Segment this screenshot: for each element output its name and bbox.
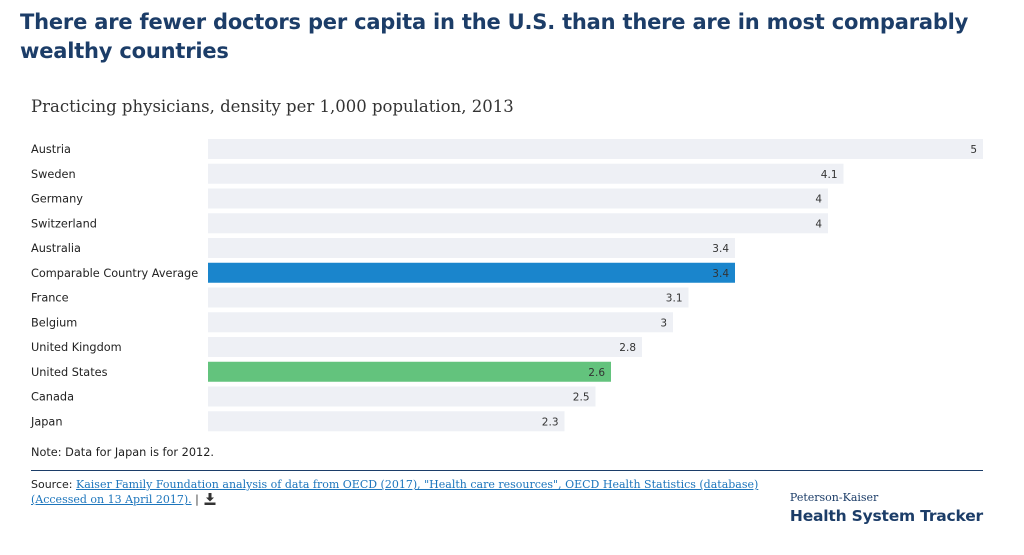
value-label-germany: 4 xyxy=(815,194,822,206)
logo-bottom-text: Health System Tracker xyxy=(789,507,983,525)
source-citation: Source: Kaiser Family Foundation analysi… xyxy=(31,477,771,509)
category-label-australia: Australia xyxy=(31,242,81,255)
value-label-sweden: 4.1 xyxy=(821,169,838,181)
category-label-germany: Germany xyxy=(31,193,83,206)
bar-belgium[interactable] xyxy=(208,312,673,333)
bar-sweden[interactable] xyxy=(208,163,844,184)
bar-japan[interactable] xyxy=(208,411,565,432)
category-label-switzerland: Switzerland xyxy=(31,217,97,230)
bar-australia[interactable] xyxy=(208,238,735,258)
bar-chart: Austria 5 Sweden 4.1 Germany 4 Switzerland 4 Aus… xyxy=(30,139,983,432)
category-label-japan: Japan xyxy=(30,415,63,428)
category-label-united-kingdom: United Kingdom xyxy=(31,341,122,354)
category-label-belgium: Belgium xyxy=(31,316,77,329)
value-label-comparable-country-average: 3.4 xyxy=(712,268,729,280)
brand-logo: Peterson-Kaiser Health System Tracker xyxy=(790,491,983,525)
source-separator: | xyxy=(195,493,199,506)
bar-canada[interactable] xyxy=(208,386,596,407)
value-label-austria: 5 xyxy=(970,144,977,156)
footer-divider xyxy=(31,470,983,471)
source-label: Source: xyxy=(31,478,73,491)
bar-france[interactable] xyxy=(208,287,689,308)
bar-switzerland[interactable] xyxy=(208,213,828,234)
category-label-comparable-country-average: Comparable Country Average xyxy=(31,267,198,280)
value-label-united-kingdom: 2.8 xyxy=(619,342,636,354)
logo-top-text: Peterson-Kaiser xyxy=(789,491,879,504)
category-label-canada: Canada xyxy=(31,391,74,404)
source-link[interactable]: Kaiser Family Foundation analysis of dat… xyxy=(31,478,759,506)
category-label-sweden: Sweden xyxy=(31,168,76,181)
bar-austria[interactable] xyxy=(208,139,983,159)
value-label-switzerland: 4 xyxy=(815,218,822,230)
category-label-austria: Austria xyxy=(31,143,71,156)
chart-note: Note: Data for Japan is for 2012. xyxy=(31,446,215,459)
bar-germany[interactable] xyxy=(208,188,828,209)
value-label-japan: 2.3 xyxy=(542,416,559,428)
category-label-united-states: United States xyxy=(31,366,108,379)
value-label-canada: 2.5 xyxy=(573,392,590,404)
bar-united-kingdom[interactable] xyxy=(208,337,642,357)
bar-comparable-country-average[interactable] xyxy=(208,262,735,283)
value-label-belgium: 3 xyxy=(660,317,667,329)
bar-united-states[interactable] xyxy=(208,361,611,382)
value-label-australia: 3.4 xyxy=(712,243,729,255)
chart-title: Practicing physicians, density per 1,000… xyxy=(31,97,514,116)
value-label-united-states: 2.6 xyxy=(588,367,605,379)
category-label-france: France xyxy=(31,292,69,305)
chart-headline: There are fewer doctors per capita in th… xyxy=(20,10,969,63)
value-label-france: 3.1 xyxy=(666,293,683,305)
download-icon[interactable] xyxy=(204,493,216,509)
